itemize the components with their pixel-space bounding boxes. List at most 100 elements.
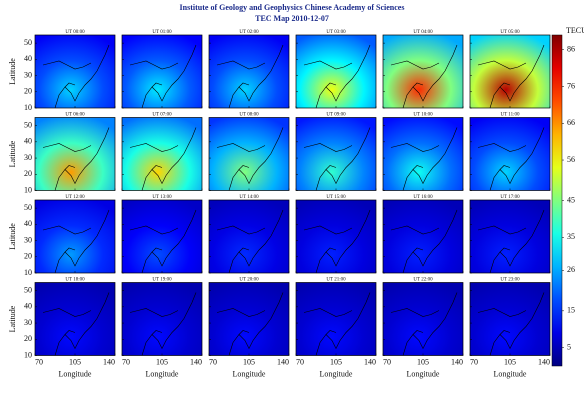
chart: Institute of Geology and Geophysics Chin… bbox=[0, 0, 584, 404]
x-tick-label: 140 bbox=[364, 357, 376, 366]
panel-title: UT 00:00 bbox=[65, 30, 85, 35]
tec-map bbox=[470, 35, 550, 108]
tec-map bbox=[35, 283, 115, 356]
panel-title: UT 08:00 bbox=[239, 113, 259, 118]
y-tick-label: 50 bbox=[24, 38, 32, 47]
panel: UT 05:00 bbox=[470, 30, 550, 108]
y-tick-label: 30 bbox=[24, 70, 32, 79]
x-tick-label: 140 bbox=[451, 357, 463, 366]
y-tick-label: 20 bbox=[24, 87, 32, 96]
colorbar-tick-label: 45 bbox=[567, 195, 575, 204]
tec-map bbox=[383, 283, 463, 356]
tec-map bbox=[122, 35, 202, 108]
panel-title: UT 02:00 bbox=[239, 30, 259, 35]
tec-map bbox=[35, 118, 115, 191]
y-axis-label: Latitude bbox=[8, 305, 17, 332]
y-tick-label: 40 bbox=[24, 219, 32, 228]
tec-map bbox=[470, 283, 550, 356]
colorbar-tick-label: 5 bbox=[567, 342, 571, 351]
panel: UT 14:00 bbox=[209, 195, 289, 273]
x-tick-label: 105 bbox=[504, 357, 516, 366]
panel: UT 11:00 bbox=[470, 113, 550, 191]
x-axis-label: Longitude bbox=[320, 369, 353, 378]
tec-map bbox=[296, 35, 376, 108]
y-tick-label: 40 bbox=[24, 302, 32, 311]
colorbar-tick-label: 15 bbox=[567, 306, 575, 315]
tec-map bbox=[296, 118, 376, 191]
tec-map bbox=[122, 118, 202, 191]
tec-map bbox=[209, 200, 289, 273]
x-tick-label: 105 bbox=[156, 357, 168, 366]
tec-map bbox=[383, 200, 463, 273]
panel-title: UT 22:00 bbox=[413, 278, 433, 283]
panel-title: UT 10:00 bbox=[413, 113, 433, 118]
tec-map bbox=[122, 200, 202, 273]
x-axis-label: Longitude bbox=[494, 369, 527, 378]
y-tick-label: 10 bbox=[24, 350, 32, 359]
panel: UT 12:001020304050Latitude bbox=[8, 195, 115, 277]
x-tick-label: 70 bbox=[470, 357, 478, 366]
panel: UT 16:00 bbox=[383, 195, 463, 273]
panel: UT 10:00 bbox=[383, 113, 463, 191]
panel-title: UT 06:00 bbox=[65, 113, 85, 118]
x-tick-label: 70 bbox=[383, 357, 391, 366]
panel-title: UT 15:00 bbox=[326, 195, 346, 200]
tec-map bbox=[470, 200, 550, 273]
y-axis-label: Latitude bbox=[8, 140, 17, 167]
panel-title: UT 13:00 bbox=[152, 195, 172, 200]
panel-title: UT 07:00 bbox=[152, 113, 172, 118]
x-axis-label: Longitude bbox=[59, 369, 92, 378]
x-tick-label: 140 bbox=[190, 357, 202, 366]
y-tick-label: 50 bbox=[24, 203, 32, 212]
panel: UT 08:00 bbox=[209, 113, 289, 191]
y-tick-label: 30 bbox=[24, 235, 32, 244]
y-tick-label: 10 bbox=[24, 185, 32, 194]
y-axis-label: Latitude bbox=[8, 58, 17, 85]
colorbar-tick-label: 35 bbox=[567, 232, 575, 241]
panel-title: UT 14:00 bbox=[239, 195, 259, 200]
page: {"chart_data": { "type": "heatmap-grid",… bbox=[0, 0, 584, 409]
panel-title: UT 17:00 bbox=[500, 195, 520, 200]
panel-title: UT 19:00 bbox=[152, 278, 172, 283]
tec-map bbox=[209, 283, 289, 356]
y-tick-label: 30 bbox=[24, 318, 32, 327]
y-tick-label: 40 bbox=[24, 54, 32, 63]
x-axis-label: Longitude bbox=[146, 369, 179, 378]
tec-map bbox=[209, 35, 289, 108]
tec-map bbox=[209, 118, 289, 191]
panel-title: UT 01:00 bbox=[152, 30, 172, 35]
x-tick-label: 105 bbox=[330, 357, 342, 366]
x-tick-label: 70 bbox=[122, 357, 130, 366]
tec-map bbox=[122, 283, 202, 356]
y-tick-label: 40 bbox=[24, 137, 32, 146]
tec-map bbox=[296, 200, 376, 273]
panel-title: UT 20:00 bbox=[239, 278, 259, 283]
panel: UT 02:00 bbox=[209, 30, 289, 108]
chart-title: Institute of Geology and Geophysics Chin… bbox=[180, 3, 405, 12]
y-tick-label: 30 bbox=[24, 153, 32, 162]
panel-title: UT 09:00 bbox=[326, 113, 346, 118]
y-tick-label: 50 bbox=[24, 285, 32, 294]
y-tick-label: 20 bbox=[24, 334, 32, 343]
y-tick-label: 20 bbox=[24, 252, 32, 261]
x-tick-label: 140 bbox=[103, 357, 115, 366]
x-tick-label: 70 bbox=[296, 357, 304, 366]
colorbar-tick-label: 56 bbox=[567, 155, 575, 164]
panel: UT 03:00 bbox=[296, 30, 376, 108]
x-tick-label: 105 bbox=[243, 357, 255, 366]
panel: UT 09:00 bbox=[296, 113, 376, 191]
panel: UT 19:00 70 105 140 Longitude bbox=[122, 278, 202, 379]
panel: UT 15:00 bbox=[296, 195, 376, 273]
chart-subtitle: TEC Map 2010-12-07 bbox=[255, 14, 329, 23]
x-tick-label: 140 bbox=[277, 357, 289, 366]
tec-map bbox=[470, 118, 550, 191]
x-tick-label: 70 bbox=[209, 357, 217, 366]
tec-map bbox=[35, 200, 115, 273]
panel-title: UT 18:00 bbox=[65, 278, 85, 283]
x-tick-label: 105 bbox=[417, 357, 429, 366]
panel-title: UT 11:00 bbox=[500, 113, 520, 118]
